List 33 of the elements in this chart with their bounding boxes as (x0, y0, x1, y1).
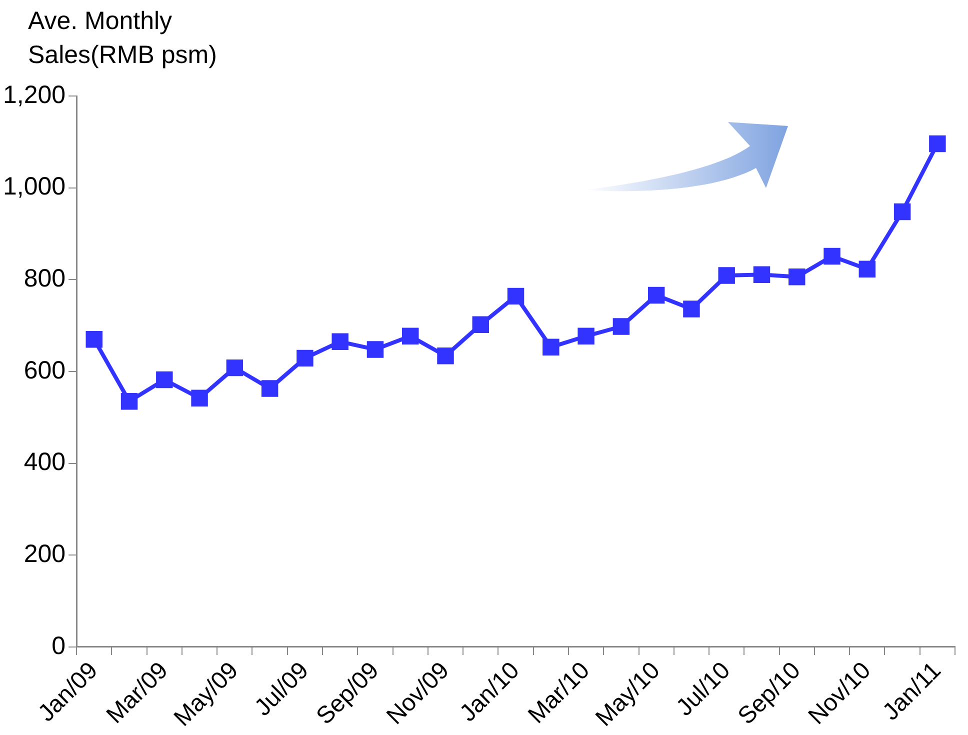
point (929, 135, 946, 152)
point (648, 286, 665, 304)
point (437, 348, 454, 364)
point (788, 268, 806, 286)
y-tick-label: 1,000 (3, 172, 66, 201)
y-tick-label: 800 (24, 264, 66, 293)
y-tick-label: 400 (24, 448, 66, 476)
point (824, 248, 840, 265)
point (332, 333, 348, 350)
point (86, 330, 102, 348)
y-axis-title: Ave. Monthly Sales(RMB psm) (28, 6, 218, 71)
point (578, 328, 594, 344)
point (366, 341, 384, 358)
point (507, 288, 524, 305)
y-tick-label: 0 (52, 632, 66, 660)
point (191, 390, 208, 406)
point (296, 350, 314, 367)
y-tick-label: 200 (24, 540, 66, 568)
y-tick-label: 600 (24, 356, 66, 384)
point (683, 300, 700, 318)
point (402, 328, 419, 344)
y-tick-label: 1,200 (3, 80, 66, 109)
point (226, 359, 244, 376)
point (156, 371, 173, 388)
point (612, 318, 630, 335)
point (753, 266, 770, 283)
point (894, 203, 911, 220)
point (472, 316, 490, 334)
point (858, 260, 876, 278)
point (542, 338, 560, 356)
point (120, 392, 138, 410)
point (261, 380, 278, 397)
point (718, 267, 735, 284)
